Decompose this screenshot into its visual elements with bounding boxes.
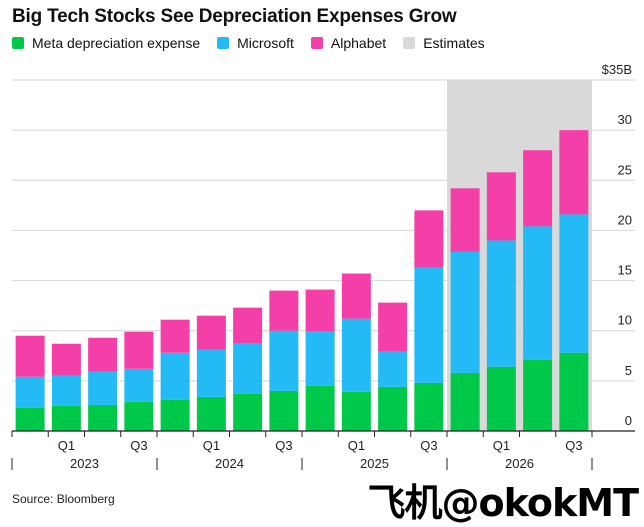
legend-item-estimates: Estimates — [403, 35, 485, 51]
y-tick-label: 10 — [618, 313, 632, 328]
bar-meta — [196, 396, 226, 431]
legend-swatch-meta — [12, 37, 24, 49]
year-label: 2025 — [360, 456, 389, 471]
x-tick-label: Q3 — [565, 438, 582, 453]
bar-alphabet — [88, 337, 118, 372]
chart-legend: Meta depreciation expense Microsoft Alph… — [12, 35, 502, 51]
watermark: 飞机@okokMT — [367, 481, 639, 525]
bar-meta — [559, 352, 589, 431]
bar-meta — [15, 407, 45, 431]
y-tick-label: $35B — [602, 62, 632, 77]
source-note: Source: Bloomberg — [12, 492, 115, 506]
legend-swatch-microsoft — [217, 37, 230, 49]
bar-microsoft — [305, 331, 335, 386]
bar-meta — [160, 399, 190, 431]
bar-meta — [450, 372, 480, 431]
bar-microsoft — [559, 214, 589, 353]
bar-alphabet — [305, 289, 335, 332]
bar-meta — [486, 366, 516, 431]
year-label: 2023 — [70, 456, 99, 471]
bar-meta — [341, 391, 371, 431]
bar-alphabet — [559, 130, 589, 215]
x-tick-label: Q3 — [275, 438, 292, 453]
x-tick-label: Q1 — [348, 438, 365, 453]
bar-microsoft — [51, 375, 81, 406]
bar-alphabet — [15, 335, 45, 377]
legend-label-alphabet: Alphabet — [330, 35, 387, 51]
bar-meta — [378, 386, 408, 431]
bar-meta — [414, 382, 444, 431]
bar-microsoft — [450, 251, 480, 373]
bar-microsoft — [269, 330, 299, 391]
bar-meta — [305, 385, 335, 431]
x-tick-label: Q1 — [203, 438, 220, 453]
y-tick-label: 15 — [618, 263, 632, 278]
bar-meta — [51, 405, 81, 431]
y-tick-label: 5 — [625, 363, 632, 378]
bar-meta — [88, 404, 118, 431]
legend-label-microsoft: Microsoft — [237, 35, 294, 51]
bar-alphabet — [233, 307, 263, 344]
bar-alphabet — [124, 331, 154, 369]
y-tick-label: 30 — [618, 112, 632, 127]
x-tick-label: Q1 — [493, 438, 510, 453]
bar-meta — [523, 359, 553, 431]
bar-alphabet — [160, 319, 190, 353]
y-tick-label: 0 — [625, 413, 632, 428]
bar-microsoft — [15, 376, 45, 408]
legend-label-estimates: Estimates — [423, 35, 485, 51]
bar-alphabet — [523, 150, 553, 227]
bar-microsoft — [233, 343, 263, 394]
bar-microsoft — [414, 267, 444, 383]
bar-microsoft — [341, 318, 371, 392]
bar-meta — [233, 393, 263, 431]
x-tick-label: Q3 — [130, 438, 147, 453]
bar-microsoft — [124, 368, 154, 402]
legend-swatch-alphabet — [310, 37, 323, 49]
bar-alphabet — [486, 172, 516, 241]
legend-item-microsoft: Microsoft — [217, 35, 294, 51]
y-tick-label: 25 — [618, 162, 632, 177]
bar-microsoft — [160, 352, 190, 400]
bar-microsoft — [523, 226, 553, 360]
bar-microsoft — [486, 240, 516, 367]
legend-item-alphabet: Alphabet — [310, 35, 387, 51]
legend-swatch-estimates — [403, 37, 416, 49]
bar-alphabet — [51, 343, 81, 376]
bar-alphabet — [196, 315, 226, 350]
bar-meta — [269, 390, 299, 431]
bar-microsoft — [88, 371, 118, 405]
bar-alphabet — [378, 302, 408, 352]
chart-title: Big Tech Stocks See Depreciation Expense… — [12, 6, 457, 27]
bar-alphabet — [269, 290, 299, 331]
bar-alphabet — [341, 273, 371, 319]
bar-alphabet — [450, 188, 480, 252]
legend-label-meta: Meta depreciation expense — [32, 35, 201, 51]
year-label: 2024 — [215, 456, 244, 471]
bar-microsoft — [378, 351, 408, 387]
legend-item-meta: Meta depreciation expense — [12, 35, 200, 51]
bar-microsoft — [196, 349, 226, 397]
x-tick-label: Q3 — [420, 438, 437, 453]
bar-meta — [124, 401, 154, 431]
year-label: 2026 — [505, 456, 534, 471]
y-tick-label: 20 — [618, 212, 632, 227]
bar-alphabet — [414, 210, 444, 268]
x-tick-label: Q1 — [58, 438, 75, 453]
